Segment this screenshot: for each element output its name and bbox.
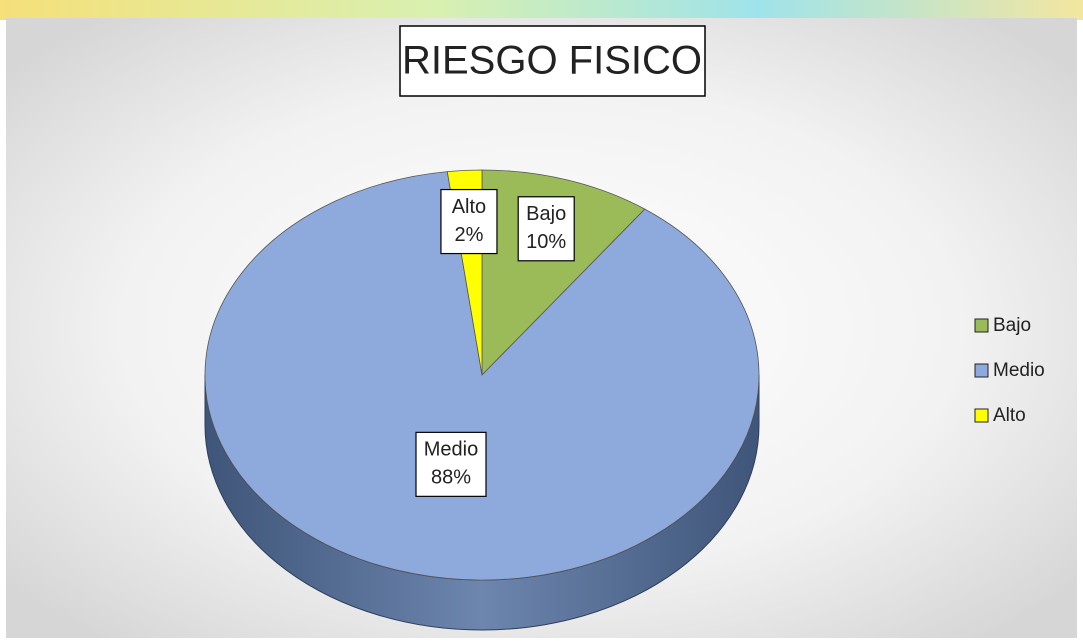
data-label: Alto 2% xyxy=(440,188,498,255)
data-label-category: Bajo xyxy=(526,203,566,225)
data-label-box xyxy=(517,196,575,262)
data-label-box xyxy=(415,431,487,497)
data-label-category: Medio xyxy=(424,439,478,461)
legend-label: Bajo xyxy=(993,315,1031,336)
data-label: Medio 88% xyxy=(415,431,487,497)
legend-swatch xyxy=(974,318,989,333)
data-label-value: 10% xyxy=(526,231,566,253)
title-box xyxy=(399,25,706,97)
legend-label: Alto xyxy=(993,405,1026,426)
legend-label: Medio xyxy=(993,360,1045,381)
legend-swatch xyxy=(974,408,989,423)
legend-swatch xyxy=(974,363,989,378)
data-label-value: 88% xyxy=(431,467,471,489)
background-strip xyxy=(0,0,1083,20)
data-label-value: 2% xyxy=(455,224,484,246)
pie-slice xyxy=(204,171,760,581)
data-label-box xyxy=(440,188,498,255)
chart-title: RIESGO FISICO xyxy=(402,39,702,83)
data-label-category: Alto xyxy=(452,196,486,218)
data-label: Bajo 10% xyxy=(517,196,575,262)
